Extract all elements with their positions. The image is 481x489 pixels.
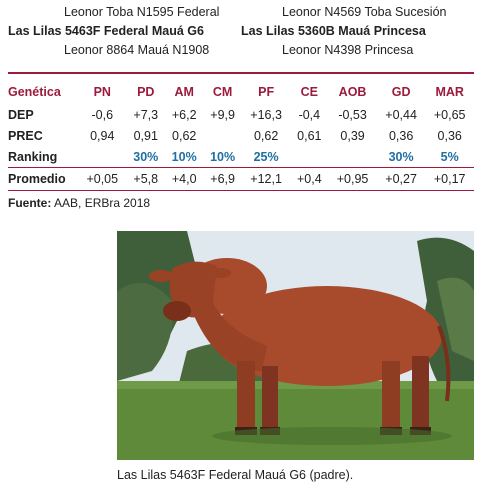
- cell: +0,44: [385, 107, 417, 122]
- cell: +0,65: [433, 107, 466, 122]
- photo-caption: Las Lilas 5463F Federal Mauá G6 (padre).: [117, 468, 354, 482]
- rank-cell: [78, 146, 127, 168]
- cell: 0,61: [297, 128, 322, 143]
- cell: +16,3: [250, 107, 282, 122]
- cell: +6,2: [171, 107, 197, 122]
- pedigree-dam: Las Lilas 5360B Mauá Princesa: [241, 24, 426, 38]
- bull-photo: [117, 231, 474, 460]
- cell: [203, 125, 241, 146]
- col-header: PF: [258, 85, 275, 99]
- cell: 0,62: [172, 128, 197, 143]
- rank-cell: [290, 146, 328, 168]
- rank-cell: 10%: [171, 149, 197, 164]
- rank-cell: 30%: [388, 149, 414, 164]
- row-label: PREC: [8, 128, 43, 143]
- cell: +12,1: [241, 167, 291, 191]
- col-header: CE: [300, 85, 319, 99]
- cell: +0,05: [78, 167, 127, 191]
- col-header: AM: [174, 85, 194, 99]
- col-header: PN: [93, 85, 111, 99]
- cell: +7,3: [133, 107, 159, 122]
- rank-cell: 5%: [440, 149, 459, 164]
- col-header: GD: [391, 85, 411, 99]
- source-note: Fuente: AAB, ERBra 2018: [8, 196, 150, 210]
- pedigree-dam-dam: Leonor N4398 Princesa: [282, 43, 414, 57]
- cell: 0,39: [340, 128, 365, 143]
- pedigree-sire: Las Lilas 5463F Federal Mauá G6: [8, 24, 204, 38]
- cell: +9,9: [210, 107, 235, 122]
- col-header: MAR: [435, 85, 464, 99]
- genetics-table: Genética PN PD AM CM PF CE AOB GD MAR DE…: [8, 80, 474, 191]
- row-promedio: Promedio +0,05 +5,8 +4,0 +6,9 +12,1 +0,4…: [8, 167, 474, 191]
- col-header: PD: [137, 85, 155, 99]
- pedigree-dam-sire: Leonor N4569 Toba Sucesión: [282, 5, 447, 19]
- row-label: Promedio: [8, 167, 78, 191]
- cell: +0,95: [328, 167, 377, 191]
- source-label: Fuente:: [8, 196, 52, 210]
- pedigree-sire-dam: Leonor 8864 Mauá N1908: [64, 43, 210, 57]
- rank-cell: 30%: [133, 149, 159, 164]
- cell: 0,91: [133, 128, 158, 143]
- cell: -0,6: [91, 107, 114, 122]
- rank-cell: 25%: [253, 149, 279, 164]
- row-dep: DEP -0,6 +7,3 +6,2 +9,9 +16,3 -0,4 -0,53…: [8, 104, 474, 125]
- row-label: DEP: [8, 107, 34, 122]
- cell: 0,94: [90, 128, 115, 143]
- pedigree: Leonor Toba N1595 Federal Las Lilas 5463…: [0, 3, 481, 65]
- cell: +4,0: [164, 167, 204, 191]
- header-genetica: Genética: [8, 85, 61, 99]
- row-prec: PREC 0,94 0,91 0,62 0,62 0,61 0,39 0,36 …: [8, 125, 474, 146]
- cell: -0,53: [338, 107, 367, 122]
- cell: +0,27: [376, 167, 426, 191]
- col-header: CM: [212, 85, 233, 99]
- rank-cell: 10%: [210, 149, 236, 164]
- row-label: Ranking: [8, 149, 58, 164]
- cell: +0,17: [425, 167, 474, 191]
- table-header-row: Genética PN PD AM CM PF CE AOB GD MAR: [8, 80, 474, 104]
- col-header: AOB: [338, 85, 367, 99]
- cell: 0,36: [437, 128, 462, 143]
- bull-illustration: [117, 231, 474, 460]
- cell: 0,62: [253, 128, 279, 143]
- cell: 0,36: [388, 128, 414, 143]
- rank-cell: [328, 146, 377, 168]
- row-ranking: Ranking 30% 10% 10% 25% 30% 5%: [8, 146, 474, 168]
- cell: +0,4: [290, 167, 329, 191]
- cell: +6,9: [203, 167, 242, 191]
- source-text: AAB, ERBra 2018: [54, 196, 151, 210]
- cell: +5,8: [126, 167, 165, 191]
- table-top-rule: [8, 72, 474, 74]
- pedigree-sire-sire: Leonor Toba N1595 Federal: [64, 5, 220, 19]
- cell: -0,4: [298, 107, 321, 122]
